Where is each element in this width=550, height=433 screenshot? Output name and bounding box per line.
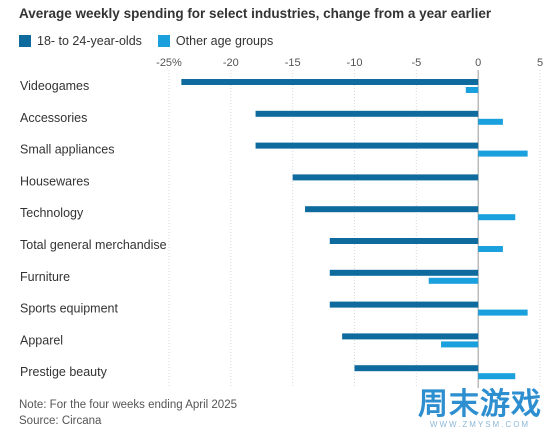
bar-other — [465, 87, 479, 93]
category-label: Prestige beauty — [20, 365, 108, 379]
bar-other — [478, 118, 503, 125]
bar-young — [329, 301, 479, 308]
bar-young — [329, 238, 479, 244]
legend-swatch-young — [19, 35, 31, 47]
category-label: Videogames — [20, 79, 89, 93]
bar-other — [478, 150, 528, 157]
bar-young — [181, 79, 479, 85]
bar-young — [305, 206, 479, 213]
legend-item-young: 18- to 24-year-olds — [19, 34, 142, 48]
legend-label-other: Other age groups — [175, 34, 274, 48]
bar-young — [255, 142, 479, 149]
category-label: Housewares — [20, 174, 89, 188]
bar-other — [478, 246, 503, 252]
x-tick-label: -5 — [411, 57, 421, 69]
x-tick-label: 0 — [475, 57, 481, 69]
legend: 18- to 24-year-olds Other age groups — [19, 34, 273, 48]
category-label: Technology — [20, 206, 84, 220]
x-tick-label: -25% — [156, 57, 182, 69]
legend-item-other: Other age groups — [157, 34, 274, 48]
chart-source: Source: Circana — [19, 415, 102, 427]
category-label: Small appliances — [20, 143, 115, 157]
bar-other — [478, 373, 516, 380]
bar-other — [428, 277, 479, 284]
watermark-text: 周末游戏 — [418, 388, 542, 421]
bar-other — [478, 214, 516, 221]
x-tick-label: -15 — [285, 57, 301, 69]
bar-young — [255, 110, 479, 117]
x-tick-label: 5 — [537, 57, 543, 69]
watermark-url: WWW.ZMYSM.COM — [429, 420, 531, 429]
bar-young — [354, 365, 479, 372]
category-label: Furniture — [20, 270, 70, 284]
legend-label-young: 18- to 24-year-olds — [37, 34, 142, 48]
bar-other — [441, 341, 479, 348]
category-label: Total general merchandise — [20, 238, 167, 252]
watermark-logo: 周末游戏 WWW.ZMYSM.COM — [418, 388, 542, 430]
bar-young — [292, 174, 479, 181]
x-tick-label: -20 — [223, 57, 239, 69]
bar-young — [329, 269, 479, 276]
bar-other — [478, 309, 528, 316]
category-label: Accessories — [20, 111, 87, 125]
chart-title: Average weekly spending for select indus… — [19, 6, 492, 21]
bar-young — [342, 333, 479, 340]
chart-note: Note: For the four weeks ending April 20… — [19, 399, 237, 411]
legend-swatch-other — [157, 35, 170, 47]
category-label: Sports equipment — [20, 302, 119, 316]
category-label: Apparel — [20, 333, 63, 347]
x-tick-label: -10 — [347, 57, 363, 69]
